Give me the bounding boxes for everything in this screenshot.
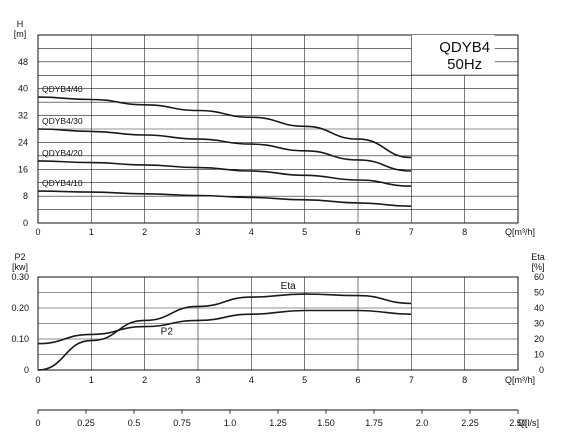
flow-ls-tick-label: 1.0 (224, 418, 237, 428)
power-x-tick-label: 2 (142, 375, 147, 385)
efficiency-y-axis-label: Eta (531, 252, 545, 262)
head-x-tick-label: 8 (462, 227, 467, 237)
flow-ls-tick-label: 2.25 (461, 418, 479, 428)
efficiency-y-tick-label: 60 (534, 272, 544, 282)
head-x-axis-label: Q[m³/h] (505, 227, 535, 237)
head-x-tick-label: 2 (142, 227, 147, 237)
head-curve-series (37, 160, 412, 187)
flow-ls-tick-label: 2.0 (416, 418, 429, 428)
head-x-tick-label: 6 (355, 227, 360, 237)
flow-liters-axis: 0 0.25 0.5 0.75 1.0 1.25 1.50 1.75 2.0 2.25 2.50Q[… (35, 409, 539, 428)
power-y-axis-unit: [kw] (12, 262, 28, 272)
chart-title-frequency: 50Hz (447, 56, 482, 73)
flow-ls-tick-label: 1.75 (365, 418, 383, 428)
head-y-tick-label: 0 (23, 218, 28, 228)
head-x-tick-label: 3 (195, 227, 200, 237)
power-x-tick-label: 6 (355, 375, 360, 385)
power-x-tick-label: 7 (409, 375, 414, 385)
power-y-axis-label: P2 (14, 252, 25, 262)
head-series-label: QDYB4/30 (42, 116, 83, 126)
head-y-tick-label: 32 (18, 111, 28, 121)
efficiency-y-tick-label: 30 (534, 319, 544, 329)
efficiency-y-tick-label: 20 (534, 334, 544, 344)
power-x-axis-label: Q[m³/h] (505, 375, 535, 385)
power-y-tick-label: 0.30 (11, 272, 29, 282)
power-y-tick-label: 0.10 (11, 334, 29, 344)
efficiency-curve-series (37, 293, 412, 371)
head-series-label: QDYB4/20 (42, 148, 83, 158)
head-y-tick-label: 48 (18, 57, 28, 67)
efficiency-y-axis-unit: [%] (531, 262, 544, 272)
efficiency-y-tick-label: 0 (539, 365, 544, 375)
power-efficiency-chart: 0 1 2 3 4 5 6 7 800.100.200.300102030405060P2[kw… (11, 252, 544, 385)
head-series-label: QDYB4/40 (42, 84, 83, 94)
head-x-tick-label: 0 (35, 227, 40, 237)
flow-ls-tick-label: 0 (35, 418, 40, 428)
flow-ls-tick-label: 0.25 (77, 418, 95, 428)
power-y-tick-label: 0 (24, 365, 29, 375)
chart-title-model: QDYB4 (439, 39, 490, 56)
flow-ls-tick-label: 2.50 (509, 418, 527, 428)
flow-ls-tick-label: 1.25 (269, 418, 287, 428)
head-curve-series (37, 190, 412, 207)
flow-ls-axis-label: Q[l/s] (518, 418, 539, 428)
flow-ls-tick-label: 1.50 (317, 418, 335, 428)
head-y-axis-unit: [m] (14, 29, 27, 39)
head-x-tick-label: 7 (409, 227, 414, 237)
head-chart: 0 1 2 3 4 5 6 7 8 0 8 16 24 32 40 48 H[m] Q[m³/h] QDYB450H… (14, 19, 535, 237)
power-x-tick-label: 8 (462, 375, 467, 385)
head-x-tick-label: 1 (89, 227, 94, 237)
efficiency-y-tick-label: 50 (534, 288, 544, 298)
head-y-axis-label: H (17, 19, 24, 29)
head-x-tick-label: 4 (249, 227, 254, 237)
power-x-tick-label: 3 (195, 375, 200, 385)
head-x-tick-label: 5 (302, 227, 307, 237)
power-x-tick-label: 0 (35, 375, 40, 385)
head-y-tick-label: 16 (18, 164, 28, 174)
flow-ls-tick-label: 0.5 (128, 418, 141, 428)
power-series-label: P2 (161, 326, 174, 337)
head-y-tick-label: 24 (18, 137, 28, 147)
power-x-tick-label: 1 (89, 375, 94, 385)
power-x-tick-label: 5 (302, 375, 307, 385)
head-curve-series (37, 96, 412, 159)
flow-ls-tick-label: 0.75 (173, 418, 191, 428)
power-x-tick-label: 4 (249, 375, 254, 385)
head-series-label: QDYB4/10 (42, 178, 83, 188)
power-y-tick-label: 0.20 (11, 303, 29, 313)
efficiency-series-label: Eta (281, 281, 296, 292)
efficiency-y-tick-label: 10 (534, 350, 544, 360)
head-curve-series (37, 128, 412, 172)
title-box (411, 35, 495, 75)
efficiency-y-tick-label: 40 (534, 303, 544, 313)
power-plot-frame (37, 276, 519, 371)
head-y-tick-label: 40 (18, 84, 28, 94)
power-curve-series (37, 309, 412, 345)
head-y-tick-label: 8 (23, 191, 28, 201)
